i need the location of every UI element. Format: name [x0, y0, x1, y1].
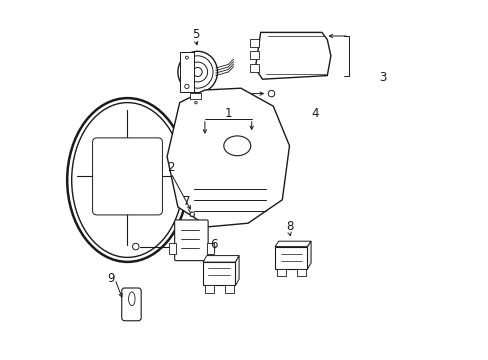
- Bar: [249, 64, 258, 72]
- FancyBboxPatch shape: [92, 138, 162, 215]
- Text: 3: 3: [379, 71, 386, 84]
- Text: 9: 9: [107, 273, 115, 285]
- Text: 2: 2: [166, 161, 174, 174]
- Bar: [224, 285, 233, 293]
- Bar: [204, 285, 213, 293]
- Ellipse shape: [268, 90, 274, 97]
- Bar: [168, 243, 176, 254]
- Ellipse shape: [128, 292, 135, 306]
- Ellipse shape: [187, 62, 207, 82]
- Ellipse shape: [72, 103, 183, 257]
- Text: 5: 5: [192, 28, 199, 41]
- Ellipse shape: [182, 56, 213, 88]
- Ellipse shape: [178, 51, 217, 93]
- Text: 6: 6: [210, 238, 217, 251]
- Ellipse shape: [224, 136, 250, 156]
- Text: 1: 1: [224, 107, 232, 120]
- FancyBboxPatch shape: [174, 220, 208, 261]
- Ellipse shape: [190, 212, 194, 216]
- Polygon shape: [203, 256, 239, 262]
- Polygon shape: [235, 256, 239, 285]
- Bar: [179, 52, 194, 92]
- Ellipse shape: [184, 84, 189, 89]
- Bar: [296, 269, 305, 276]
- Polygon shape: [167, 88, 289, 227]
- Polygon shape: [255, 32, 330, 79]
- Bar: [275, 247, 307, 269]
- Bar: [190, 93, 201, 99]
- Polygon shape: [275, 241, 310, 247]
- Polygon shape: [307, 241, 310, 269]
- Bar: [249, 51, 258, 59]
- Ellipse shape: [194, 101, 197, 104]
- Ellipse shape: [132, 243, 139, 250]
- Bar: [206, 243, 213, 254]
- Bar: [276, 269, 285, 276]
- Bar: [203, 262, 235, 285]
- Ellipse shape: [67, 98, 187, 262]
- Bar: [249, 39, 258, 47]
- Ellipse shape: [193, 68, 202, 77]
- Text: 4: 4: [310, 107, 318, 120]
- Ellipse shape: [185, 56, 188, 59]
- FancyBboxPatch shape: [122, 288, 141, 321]
- Text: 8: 8: [285, 220, 293, 233]
- Text: 7: 7: [183, 195, 190, 208]
